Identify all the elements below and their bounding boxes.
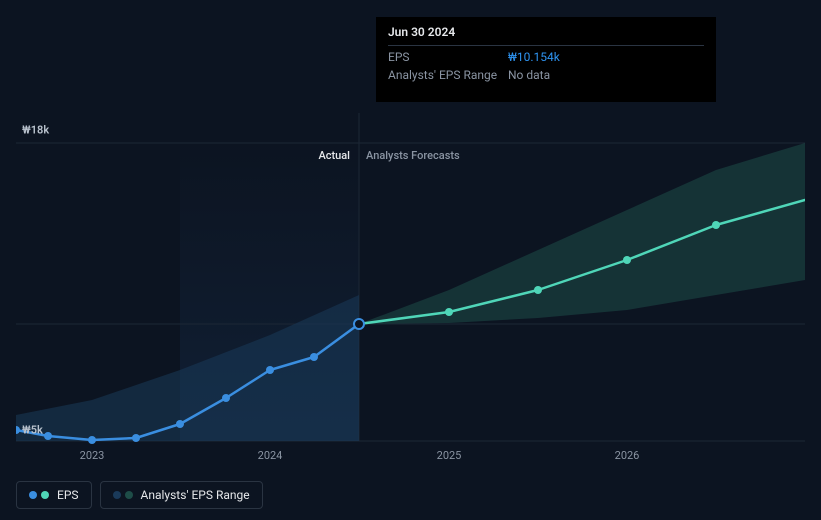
y-axis-label: ₩18k [22,124,49,137]
legend-swatch [113,491,133,499]
tooltip-value: No data [508,68,550,82]
y-axis-label: ₩5k [22,424,43,437]
chart-tooltip: Jun 30 2024 EPS ₩10.154k Analysts' EPS R… [376,17,716,102]
chart-legend: EPS Analysts' EPS Range [16,481,263,509]
x-axis-label: 2024 [258,449,283,462]
tooltip-value: ₩10.154k [508,50,560,64]
legend-label: Analysts' EPS Range [141,488,250,502]
x-axis-label: 2023 [80,449,105,462]
x-axis-label: 2025 [437,449,462,462]
tooltip-row-eps: EPS ₩10.154k [388,46,704,64]
tooltip-title: Jun 30 2024 [388,25,704,46]
x-axis-label: 2026 [615,449,640,462]
tooltip-label: Analysts' EPS Range [388,68,508,82]
legend-item[interactable]: EPS [16,481,92,509]
legend-item[interactable]: Analysts' EPS Range [100,481,263,509]
tooltip-label: EPS [388,50,508,64]
tooltip-row-range: Analysts' EPS Range No data [388,64,704,82]
eps-chart[interactable]: Jun 30 2024 EPS ₩10.154k Analysts' EPS R… [16,0,805,465]
legend-swatch [29,491,49,499]
legend-label: EPS [57,488,79,502]
section-label-actual: Actual [318,149,350,162]
section-label-forecast: Analysts Forecasts [366,149,460,162]
